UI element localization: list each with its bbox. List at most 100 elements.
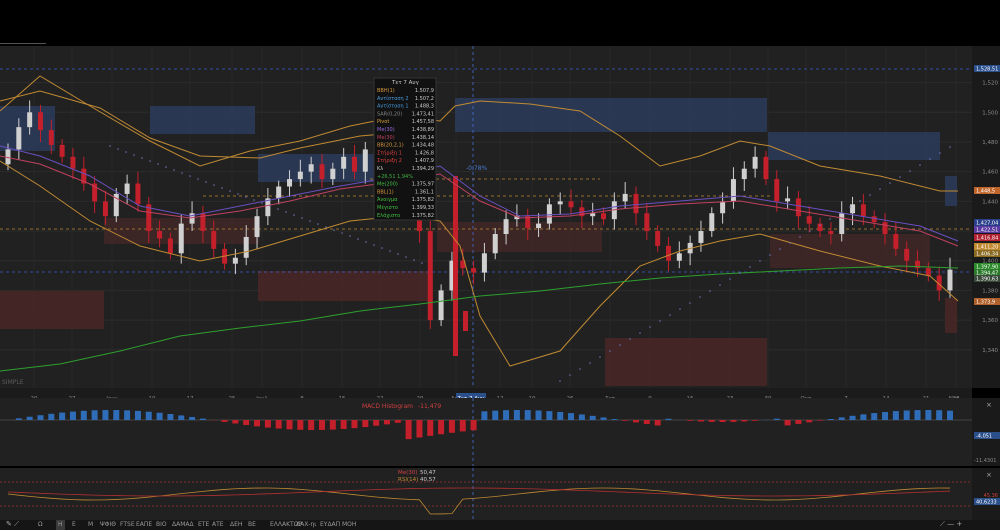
tooltip-value: 1.375,97	[412, 182, 434, 188]
macd-bar	[589, 415, 596, 420]
candle-body	[211, 231, 217, 249]
symbol-item[interactable]: ΕΛΛΑΚΤΩΡ	[270, 521, 302, 528]
draw-tool-icon[interactable]: ✎ ⟋	[6, 520, 19, 528]
candle-body	[37, 112, 43, 131]
candle-body	[947, 269, 953, 291]
symbol-item[interactable]: ΨΦΙΘ	[100, 521, 116, 528]
macd-bar	[91, 410, 98, 420]
symbol-item[interactable]: ΔΕΗ	[230, 521, 243, 528]
sar-dot	[789, 242, 791, 244]
rsi-row1-label: Me(30)	[398, 470, 417, 476]
symbol-item[interactable]: ΔΑΧ-ηι	[296, 521, 317, 528]
symbol-item[interactable]: ΕΥΔΑΠ	[320, 521, 341, 528]
macd-bar	[145, 411, 152, 420]
candle-body	[730, 179, 736, 202]
macd-bar	[405, 420, 412, 440]
sar-dot	[589, 362, 591, 364]
price-zone	[945, 298, 957, 333]
sar-dot	[599, 356, 601, 358]
rsi-row1-value: 50,47	[420, 470, 436, 476]
macd-bar	[459, 420, 466, 432]
symbol-item[interactable]: ΕΑΠΕ	[136, 521, 153, 528]
macd-chart[interactable]: MACD Histogram -11,479	[0, 398, 972, 466]
macd-bar	[286, 420, 293, 430]
macd-bar	[914, 410, 921, 420]
sar-dot	[349, 235, 351, 237]
rsi-row2-label: RSI(14)	[398, 477, 418, 483]
symbol-item[interactable]: ΒΕ	[248, 521, 256, 528]
macd-bar	[643, 420, 650, 424]
price-badge	[974, 275, 1000, 282]
macd-bar	[124, 410, 131, 420]
candle-body	[481, 253, 487, 273]
macd-bar	[578, 414, 585, 420]
symbol-item[interactable]: ΑΤΕ	[212, 521, 224, 528]
tooltip-label: BBL(1)	[377, 189, 394, 195]
sar-dot	[859, 200, 861, 202]
tooltip-label: Στήριξη 1	[377, 149, 402, 156]
time-axis[interactable]: 2027Ιουν101725Ιουλ8152229Αυγ121926Σεπ916…	[0, 388, 972, 403]
macd-bar	[849, 415, 856, 420]
symbol-item[interactable]: Ω	[38, 521, 43, 528]
symbol-item[interactable]: ΜΟΗ	[342, 521, 357, 528]
price-zone	[605, 338, 767, 386]
sar-dot	[221, 187, 223, 189]
candle-body	[16, 127, 22, 150]
symbol-item[interactable]: H	[56, 520, 65, 530]
macd-bar	[26, 416, 33, 420]
tooltip-label: Άνοιγμα	[377, 196, 398, 203]
sar-dot	[729, 278, 731, 280]
tooltip-date: Τετ 7 Αυγ	[391, 80, 420, 86]
macd-bar	[481, 411, 488, 420]
macd-bar	[817, 420, 824, 421]
symbol-item[interactable]: Ε	[72, 521, 76, 528]
price-axis[interactable]: 1,520 1,500 1,480 1,460 1,440 1,400 1,380 1,360…	[972, 46, 1000, 388]
symbol-item[interactable]: ΒΙΟ	[156, 521, 167, 528]
tooltip-value: 1.361,1	[415, 189, 434, 195]
candle-body	[5, 149, 11, 165]
symbol-item[interactable]: ΔΑΜΑΔ	[172, 521, 194, 528]
candle-body	[525, 216, 531, 229]
price-panel[interactable]: -0,78% SIMPLE Τετ 7 Αυγ BBH(1) 1.507,9 Αντίστ…	[0, 46, 972, 388]
sar-dot	[309, 220, 311, 222]
candle-body	[828, 231, 834, 235]
macd-bar	[69, 411, 76, 420]
price-badge	[974, 298, 1000, 305]
macd-bar	[773, 418, 780, 420]
candle-body	[362, 149, 368, 172]
sar-dot	[739, 272, 741, 274]
macd-bar	[48, 413, 55, 420]
price-badge	[974, 269, 1000, 276]
candle-body	[178, 223, 184, 254]
macd-bar	[199, 418, 206, 420]
symbol-item[interactable]: ΕΤΕ	[198, 521, 210, 528]
candle-body	[806, 216, 812, 224]
sar-dot	[421, 262, 423, 264]
price-zone	[768, 132, 940, 160]
sar-dot	[669, 314, 671, 316]
rsi-panel[interactable]: Me(30) 50,47 RSI(14) 40,57	[0, 468, 972, 520]
candle-body	[915, 260, 921, 269]
rsi-tick: 40,6233	[976, 500, 997, 506]
macd-bar	[134, 410, 141, 420]
price-tick: 1,500	[982, 110, 998, 116]
price-zone	[455, 98, 605, 132]
candle-body	[449, 260, 455, 291]
candle-body	[463, 311, 468, 331]
close-icon: ×	[986, 471, 992, 479]
zoom-controls-icon[interactable]: ⟋ — +	[940, 520, 963, 528]
candle-body	[817, 223, 823, 232]
tooltip-label: Me(200)	[377, 182, 398, 188]
sar-dot	[317, 223, 319, 225]
price-badge	[974, 65, 1000, 72]
price-chart[interactable]: -0,78% SIMPLE Τετ 7 Αυγ BBH(1) 1.507,9 Αντίστ…	[0, 46, 972, 388]
candle-body	[514, 216, 520, 220]
macd-bar	[503, 410, 510, 420]
symbol-item[interactable]: FTSE	[120, 521, 135, 528]
macd-panel[interactable]: MACD Histogram -11,479	[0, 398, 972, 466]
price-tick: 1,380	[982, 288, 998, 294]
candle-body	[243, 236, 249, 258]
sar-dot	[397, 253, 399, 255]
symbol-item[interactable]: Μ	[88, 521, 94, 528]
